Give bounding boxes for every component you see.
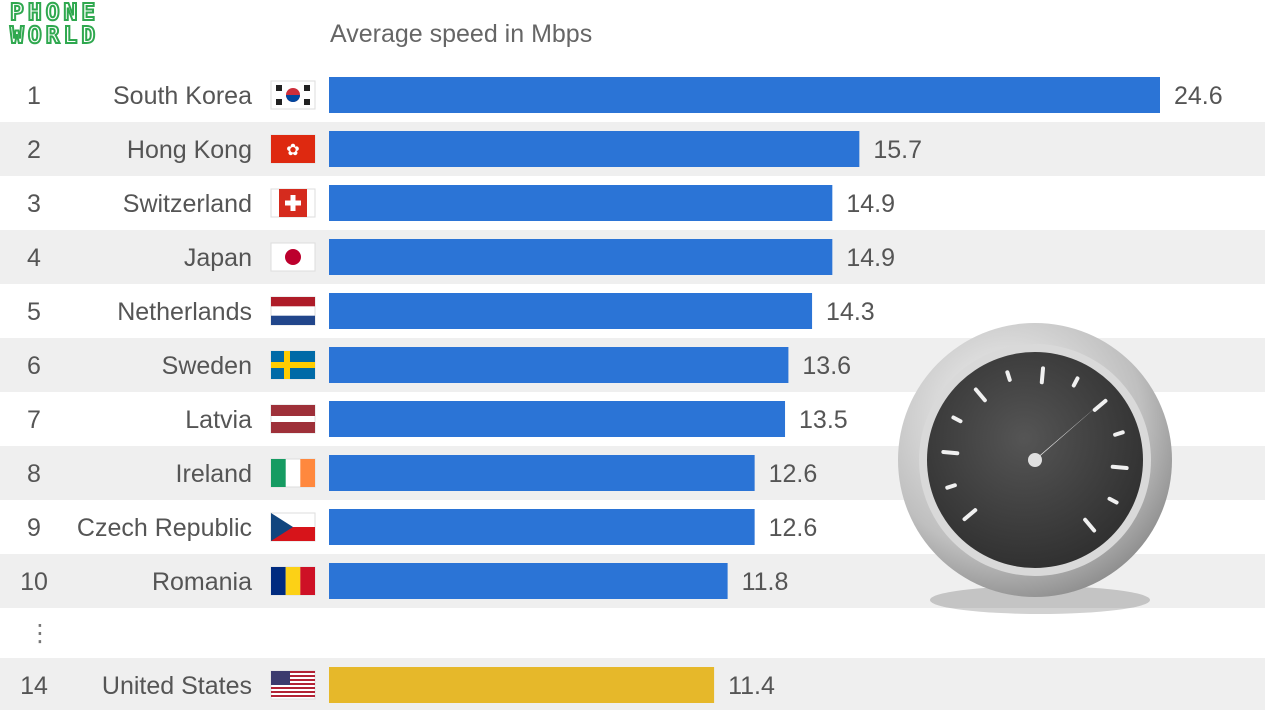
country-label: Latvia: [185, 406, 252, 434]
country-label: Netherlands: [117, 298, 252, 326]
country-label: Czech Republic: [77, 514, 252, 542]
bar: [329, 455, 755, 491]
value-label: 14.9: [846, 244, 895, 272]
united-states-flag: [270, 670, 316, 700]
country-label: Hong Kong: [127, 136, 252, 164]
value-label: 12.6: [769, 514, 818, 542]
switzerland-flag: [270, 188, 316, 218]
rank-label: 9: [27, 514, 41, 542]
czech-republic-flag: [270, 512, 316, 542]
bar: [329, 185, 833, 221]
bar: [329, 667, 715, 703]
country-label: United States: [102, 672, 252, 700]
speedometer-icon: [898, 323, 1172, 614]
bar: [329, 293, 813, 329]
rank-label: 3: [27, 190, 41, 218]
rank-label: 14: [20, 672, 48, 700]
country-label: Japan: [184, 244, 252, 272]
value-label: 13.6: [802, 352, 851, 380]
bar: [329, 347, 789, 383]
romania-flag: [270, 566, 316, 596]
value-label: 12.6: [769, 460, 818, 488]
rank-label: 4: [27, 244, 41, 272]
sweden-flag: [270, 350, 316, 380]
flag-flower: ✿: [286, 140, 299, 159]
value-label: 11.8: [742, 568, 789, 596]
rank-label: 6: [27, 352, 41, 380]
ireland-flag: [270, 458, 316, 488]
rank-label: 5: [27, 298, 41, 326]
south-korea-flag: [270, 80, 316, 110]
bar: [329, 239, 833, 275]
netherlands-flag: [270, 296, 316, 326]
logo-line-top: PHONE: [9, 0, 100, 26]
hong-kong-flag: ✿: [270, 134, 316, 164]
country-label: South Korea: [113, 82, 252, 110]
chart-subtitle: Average speed in Mbps: [330, 20, 593, 48]
logo-line-bottom: WORLD: [9, 23, 100, 49]
value-label: 24.6: [1174, 82, 1223, 110]
rank-label: 1: [27, 82, 41, 110]
country-label: Ireland: [176, 460, 252, 488]
value-label: 11.4: [728, 672, 775, 700]
value-label: 13.5: [799, 406, 848, 434]
rank-label: 2: [27, 136, 41, 164]
rank-label: 8: [27, 460, 41, 488]
value-label: 14.9: [846, 190, 895, 218]
bar: [329, 131, 860, 167]
bar: [329, 563, 728, 599]
value-label: 15.7: [873, 136, 922, 164]
rank-label: 10: [20, 568, 48, 596]
rank-label: 7: [27, 406, 41, 434]
country-label: Romania: [152, 568, 252, 596]
latvia-flag: [270, 404, 316, 434]
bar: [329, 401, 786, 437]
country-label: Sweden: [162, 352, 252, 380]
japan-flag: [270, 242, 316, 272]
gap-marker: ⋮: [28, 620, 52, 647]
country-label: Switzerland: [123, 190, 252, 218]
value-label: 14.3: [826, 298, 875, 326]
bar: [329, 77, 1160, 113]
phoneworld-logo: PHONE WORLD: [9, 0, 175, 50]
bar: [329, 509, 755, 545]
